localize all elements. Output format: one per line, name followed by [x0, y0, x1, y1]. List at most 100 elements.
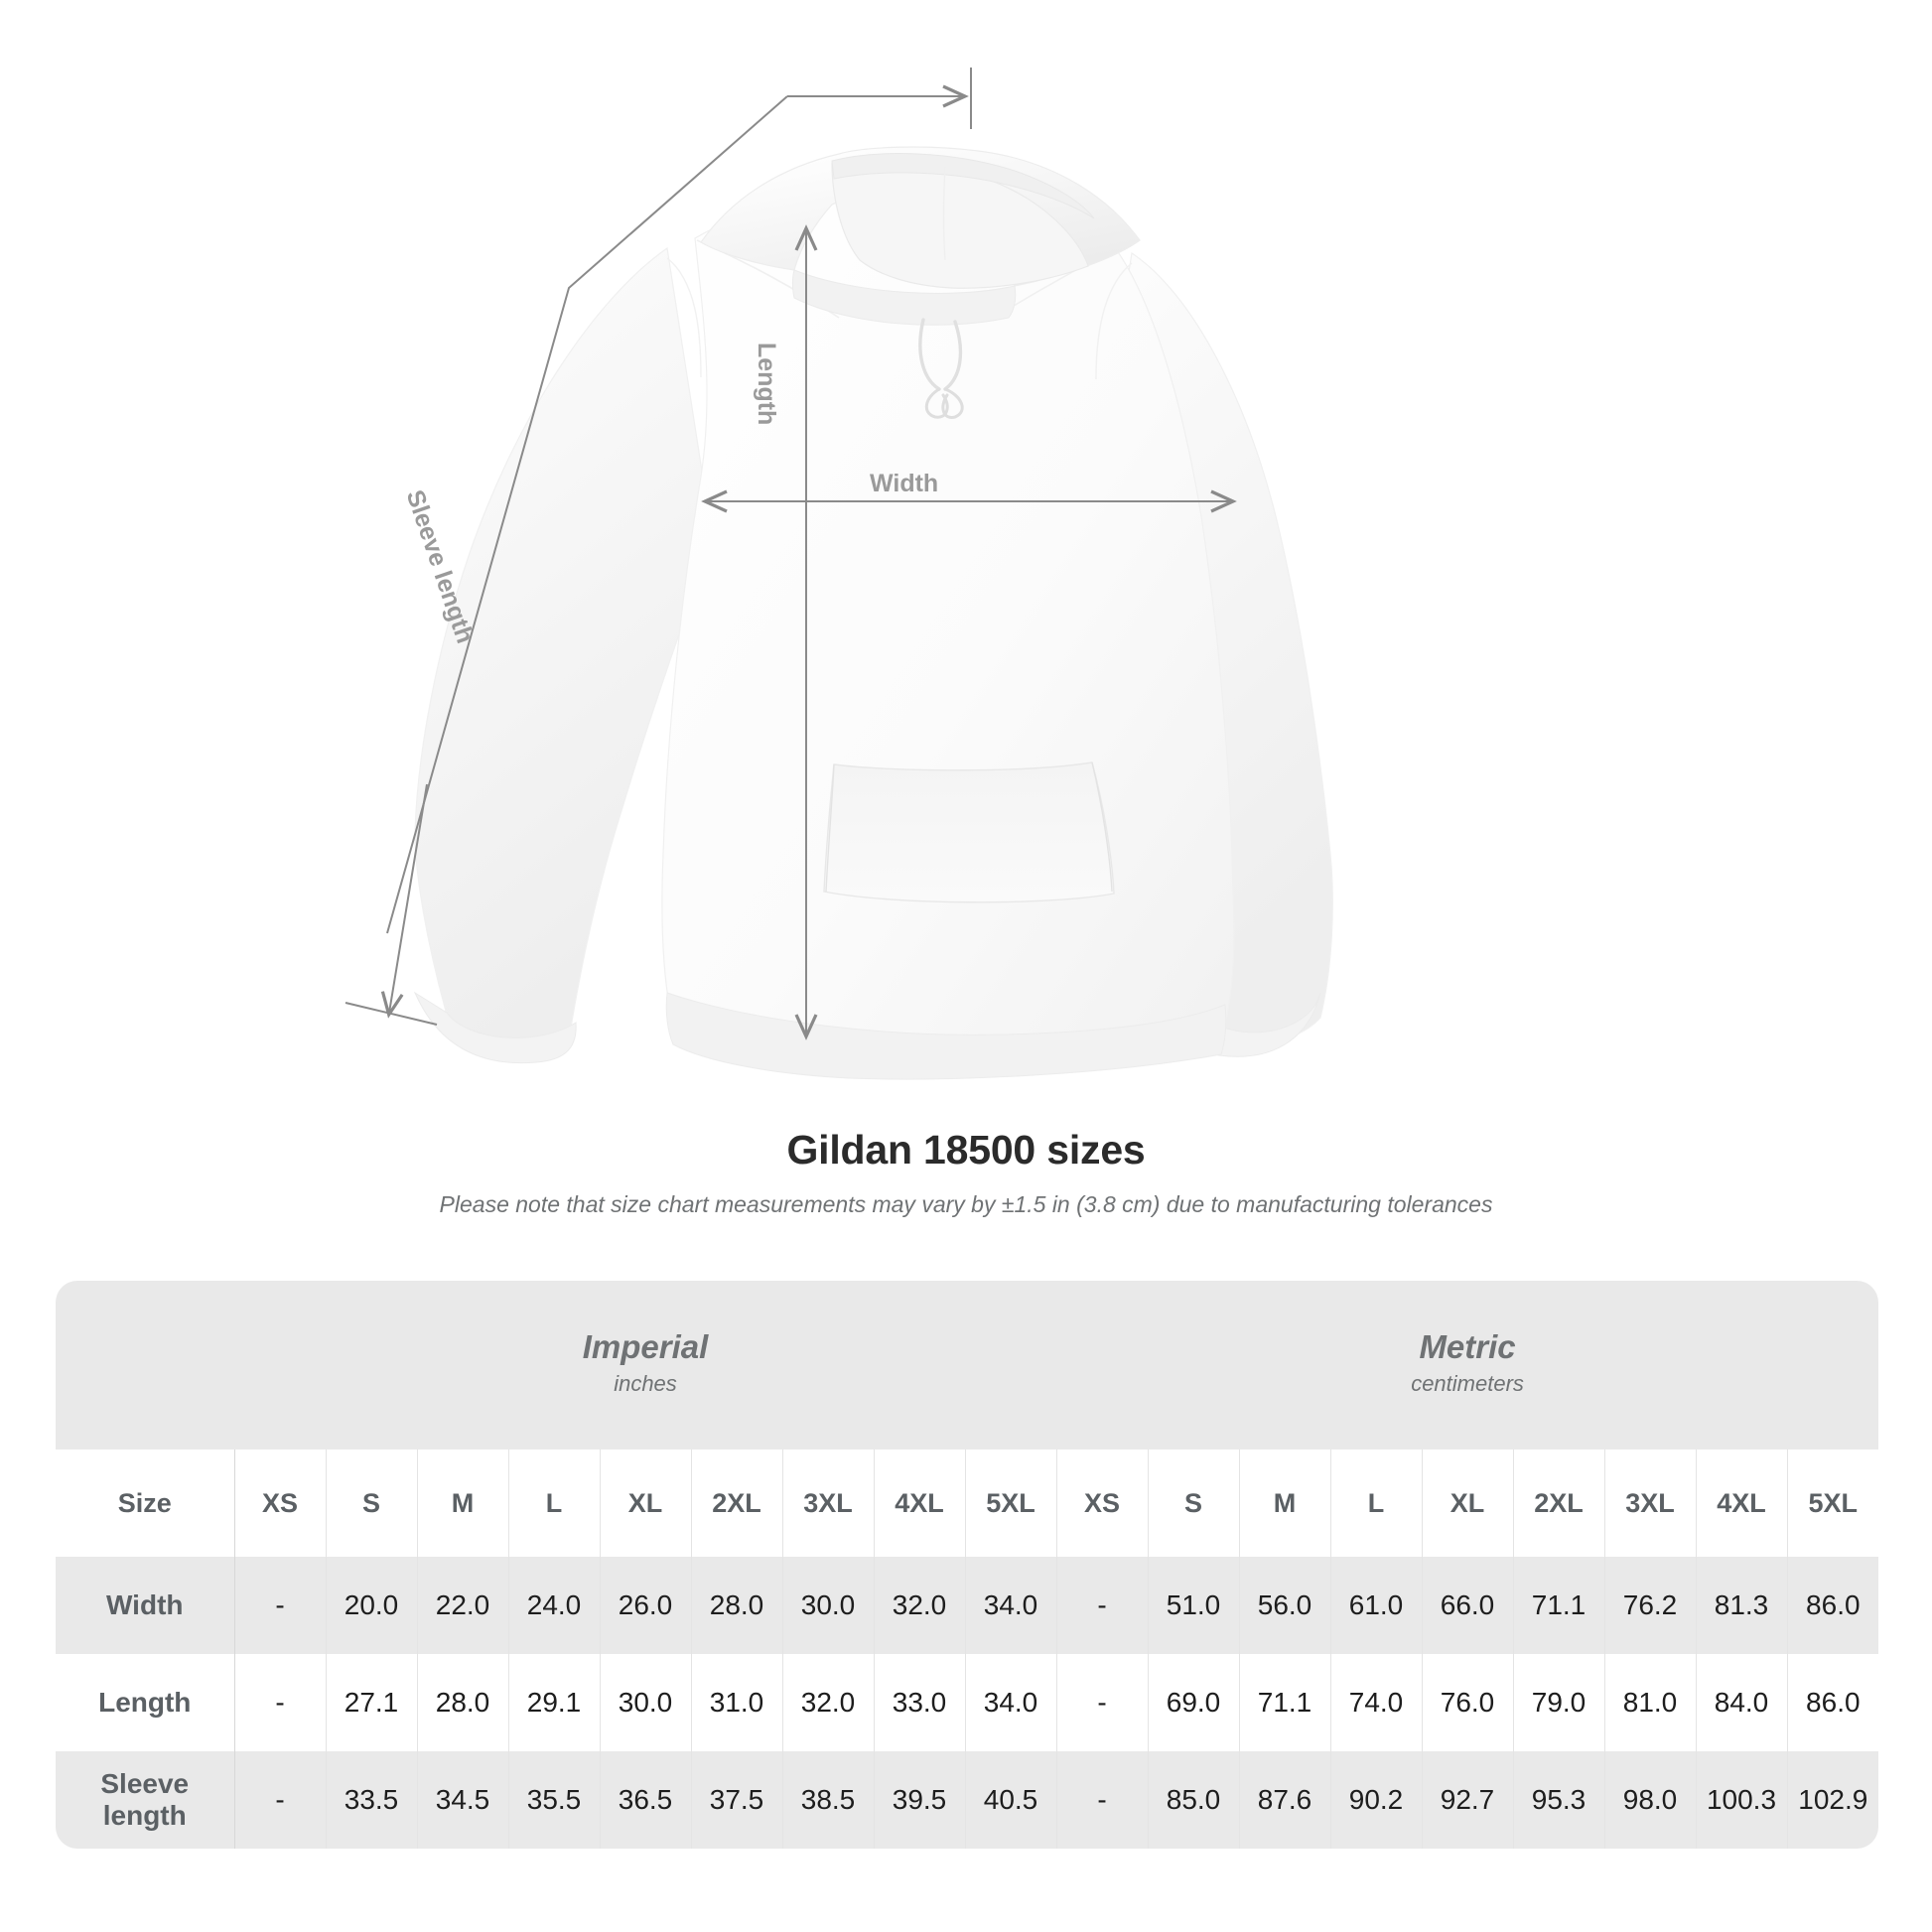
cell-imperial-length-xs: - [234, 1654, 327, 1751]
size-header-imperial-4xl: 4XL [874, 1449, 966, 1557]
row-label-length: Length [56, 1654, 235, 1751]
cell-imperial-width-s: 20.0 [326, 1557, 418, 1654]
cell-metric-length-l: 74.0 [1330, 1654, 1423, 1751]
size-header-imperial-3xl: 3XL [782, 1449, 875, 1557]
cell-imperial-length-l: 29.1 [508, 1654, 601, 1751]
cell-imperial-length-s: 27.1 [326, 1654, 418, 1751]
cell-metric-sleeve-length-3xl: 98.0 [1604, 1751, 1697, 1849]
hoodie-illustration [345, 68, 1333, 1080]
size-header-imperial-l: L [508, 1449, 601, 1557]
table-row: Length -27.1 28.0 29.1 30.0 31.0 32.0 33.0 34.0-… [56, 1654, 1879, 1751]
unit-title: Metric [1419, 1328, 1516, 1366]
size-header-metric-xl: XL [1422, 1449, 1514, 1557]
size-header-metric-5xl: 5XL [1787, 1449, 1879, 1557]
cell-metric-width-2xl: 71.1 [1513, 1557, 1605, 1654]
size-header-imperial-xl: XL [600, 1449, 692, 1557]
size-header-metric-l: L [1330, 1449, 1423, 1557]
cell-metric-length-5xl: 86.0 [1787, 1654, 1879, 1751]
unit-banner-row: Imperial inches Metric centimeters [56, 1281, 1879, 1449]
size-header-imperial-m: M [417, 1449, 509, 1557]
cell-imperial-width-xs: - [234, 1557, 327, 1654]
cell-metric-sleeve-length-l: 90.2 [1330, 1751, 1423, 1849]
sleeve-length-arrow [380, 783, 428, 1019]
cell-imperial-width-2xl: 28.0 [691, 1557, 783, 1654]
cell-metric-width-xs: - [1055, 1557, 1149, 1654]
unit-subtitle: centimeters [1411, 1371, 1524, 1397]
size-header-imperial-5xl: 5XL [965, 1449, 1057, 1557]
size-chart-table-wrapper: Imperial inches Metric centimeters Size XS S M L… [56, 1281, 1879, 1849]
tolerance-note: Please note that size chart measurements… [439, 1191, 1493, 1217]
width-label: Width [870, 470, 939, 497]
cell-imperial-width-4xl: 32.0 [874, 1557, 966, 1654]
unit-title: Imperial [582, 1328, 709, 1366]
cell-imperial-width-5xl: 34.0 [965, 1557, 1057, 1654]
cell-imperial-sleeve-length-xl: 36.5 [600, 1751, 692, 1849]
cell-metric-length-xs: - [1055, 1654, 1149, 1751]
cell-metric-sleeve-length-xl: 92.7 [1422, 1751, 1514, 1849]
length-label: Length [753, 343, 780, 426]
unit-banner-metric: Metric centimeters [1056, 1281, 1879, 1449]
cell-metric-length-4xl: 84.0 [1696, 1654, 1788, 1751]
cell-metric-width-s: 51.0 [1148, 1557, 1240, 1654]
garment-diagram: Length Width Sleeve length [345, 68, 1333, 1080]
size-header-imperial-xs: XS [234, 1449, 327, 1557]
size-header-metric-4xl: 4XL [1696, 1449, 1788, 1557]
table-row: Width -20.0 22.0 24.0 26.0 28.0 30.0 32.0 34.0-5… [56, 1557, 1879, 1654]
cell-metric-width-4xl: 81.3 [1696, 1557, 1788, 1654]
sleeve-guide-line [386, 95, 788, 934]
cell-imperial-length-2xl: 31.0 [691, 1654, 783, 1751]
cell-imperial-length-m: 28.0 [417, 1654, 509, 1751]
cell-metric-sleeve-length-s: 85.0 [1148, 1751, 1240, 1849]
cell-metric-sleeve-length-m: 87.6 [1239, 1751, 1331, 1849]
sleeve-end-tick [345, 1002, 438, 1026]
hoodie-body-art [413, 146, 1333, 1080]
table-row: Sleeve length -33.5 34.5 35.5 36.5 37.5 38.5 39… [56, 1751, 1879, 1849]
size-header-imperial-s: S [326, 1449, 418, 1557]
cell-imperial-sleeve-length-2xl: 37.5 [691, 1751, 783, 1849]
size-header-metric-xs: XS [1055, 1449, 1149, 1557]
cell-metric-length-m: 71.1 [1239, 1654, 1331, 1751]
unit-subtitle: inches [614, 1371, 677, 1397]
cell-metric-sleeve-length-5xl: 102.9 [1787, 1751, 1879, 1849]
cell-imperial-width-3xl: 30.0 [782, 1557, 875, 1654]
measurement-lines [345, 68, 1237, 1040]
cell-metric-length-2xl: 79.0 [1513, 1654, 1605, 1751]
cell-imperial-length-4xl: 33.0 [874, 1654, 966, 1751]
cell-metric-length-3xl: 81.0 [1604, 1654, 1697, 1751]
cell-metric-width-l: 61.0 [1330, 1557, 1423, 1654]
cell-imperial-sleeve-length-m: 34.5 [417, 1751, 509, 1849]
cell-metric-width-5xl: 86.0 [1787, 1557, 1879, 1654]
unit-banner-imperial: Imperial inches [234, 1281, 1056, 1449]
size-chart-table: Imperial inches Metric centimeters Size XS S M L… [56, 1281, 1879, 1849]
cell-imperial-sleeve-length-3xl: 38.5 [782, 1751, 875, 1849]
cell-imperial-sleeve-length-5xl: 40.5 [965, 1751, 1057, 1849]
cell-imperial-width-xl: 26.0 [600, 1557, 692, 1654]
cell-metric-width-m: 56.0 [1239, 1557, 1331, 1654]
size-header-row: Size XS S M L XL 2XL 3XL 4XL 5XL XS S M L XL 2XL 3XL 4XL 5… [56, 1449, 1879, 1557]
cell-metric-width-3xl: 76.2 [1604, 1557, 1697, 1654]
size-header-metric-s: S [1148, 1449, 1240, 1557]
cell-imperial-sleeve-length-l: 35.5 [508, 1751, 601, 1849]
cell-imperial-length-5xl: 34.0 [965, 1654, 1057, 1751]
page-title: Gildan 18500 sizes [786, 1127, 1146, 1173]
size-header-metric-m: M [1239, 1449, 1331, 1557]
column-header-size: Size [56, 1449, 235, 1557]
unit-banner-spacer [56, 1281, 234, 1449]
title-block: Gildan 18500 sizes Please note that size… [0, 1127, 1932, 1218]
cell-metric-width-xl: 66.0 [1422, 1557, 1514, 1654]
cell-imperial-width-l: 24.0 [508, 1557, 601, 1654]
cell-metric-length-xl: 76.0 [1422, 1654, 1514, 1751]
row-label-sleeve-length: Sleeve length [56, 1751, 235, 1849]
cell-imperial-length-3xl: 32.0 [782, 1654, 875, 1751]
size-header-imperial-2xl: 2XL [691, 1449, 783, 1557]
cell-imperial-width-m: 22.0 [417, 1557, 509, 1654]
cell-metric-sleeve-length-2xl: 95.3 [1513, 1751, 1605, 1849]
cell-metric-sleeve-length-xs: - [1055, 1751, 1149, 1849]
cell-metric-sleeve-length-4xl: 100.3 [1696, 1751, 1788, 1849]
cell-metric-length-s: 69.0 [1148, 1654, 1240, 1751]
row-label-width: Width [56, 1557, 235, 1654]
size-header-metric-2xl: 2XL [1513, 1449, 1605, 1557]
cell-imperial-sleeve-length-xs: - [234, 1751, 327, 1849]
cell-imperial-sleeve-length-4xl: 39.5 [874, 1751, 966, 1849]
cell-imperial-sleeve-length-s: 33.5 [326, 1751, 418, 1849]
